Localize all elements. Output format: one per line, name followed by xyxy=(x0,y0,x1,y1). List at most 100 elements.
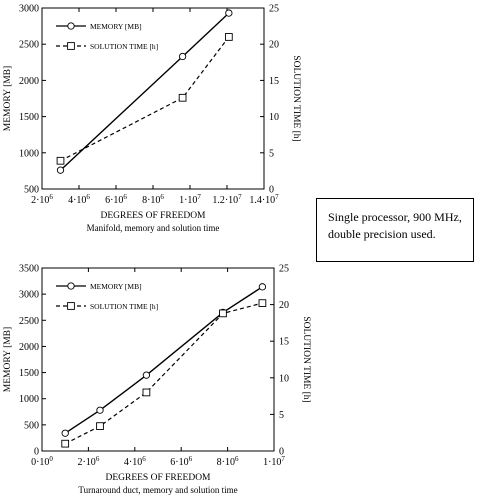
x-tick-times: ·10 xyxy=(268,457,281,468)
x-tick-times: ·10 xyxy=(36,195,49,206)
legend-label: MEMORY [MB] xyxy=(90,22,142,31)
x-tick-label: 2·106 xyxy=(77,455,99,468)
x-tick-exponent: 6 xyxy=(235,455,239,463)
x-tick-times: ·10 xyxy=(129,457,142,468)
x-tick-label: 4·106 xyxy=(68,193,90,206)
y-tick-label: 2000 xyxy=(19,342,39,353)
y2-tick-label: 0 xyxy=(279,447,284,458)
x-tick-mantissa: 8 xyxy=(217,457,222,468)
y-tick-label: 500 xyxy=(24,185,39,196)
x-tick-times: ·10 xyxy=(36,457,49,468)
x-tick-exponent: 7 xyxy=(275,193,279,201)
x-tick-mantissa: 6 xyxy=(105,195,110,206)
y-tick-label: 1500 xyxy=(19,112,39,123)
y-tick-label: 1000 xyxy=(19,394,39,405)
solution-time-data-point xyxy=(96,422,104,430)
x-tick-mantissa: 4 xyxy=(124,457,129,468)
y2-tick-label: 10 xyxy=(269,112,279,123)
y-tick-label: 0 xyxy=(34,447,39,458)
x-tick-label: 1.4·107 xyxy=(249,193,279,206)
x-tick-times: ·10 xyxy=(175,457,188,468)
x-tick-times: ·10 xyxy=(225,195,238,206)
chart-turnaround-duct: 0·100 2·106 4·106 6·106 8·106 1·1070500100015… xyxy=(3,264,311,496)
y2-tick-label: 20 xyxy=(269,40,279,51)
memory-data-point xyxy=(56,166,65,174)
x-tick-label: 1·107 xyxy=(263,455,285,468)
y-tick-label: 1000 xyxy=(19,148,39,159)
x-tick-mantissa: 4 xyxy=(68,195,73,206)
y2-tick-label: 20 xyxy=(279,300,289,311)
x-tick-mantissa: 6 xyxy=(170,457,175,468)
x-tick-label: 2·106 xyxy=(31,193,53,206)
memory-data-point xyxy=(61,429,69,437)
legend-marker-circle xyxy=(67,22,75,30)
y-tick-label: 2000 xyxy=(19,76,39,87)
x-tick-mantissa: 2 xyxy=(31,195,36,206)
note-line-2: double precision used. xyxy=(328,227,436,241)
x-tick-exponent: 7 xyxy=(197,193,201,201)
chart-caption: Manifold, memory and solution time xyxy=(87,223,220,233)
x-tick-label: 8·106 xyxy=(217,455,239,468)
y-tick-label: 3000 xyxy=(19,4,39,15)
y2-tick-label: 5 xyxy=(269,148,274,159)
x-tick-exponent: 6 xyxy=(160,193,164,201)
solution-time-data-point xyxy=(224,33,233,41)
x-tick-times: ·10 xyxy=(222,457,235,468)
legend-marker-square xyxy=(67,302,75,310)
x-tick-label: 6·106 xyxy=(170,455,192,468)
x-tick-mantissa: 0 xyxy=(31,457,36,468)
y2-tick-label: 5 xyxy=(279,410,284,421)
x-tick-mantissa: 2 xyxy=(77,457,82,468)
y-tick-label: 500 xyxy=(24,420,39,431)
x-tick-mantissa: 8 xyxy=(142,195,147,206)
x-tick-exponent: 7 xyxy=(281,455,285,463)
solution-time-data-point xyxy=(178,93,187,102)
x-tick-exponent: 6 xyxy=(142,455,146,463)
x-tick-times: ·10 xyxy=(184,195,197,206)
solution-time-series-line xyxy=(64,302,263,445)
x-tick-times: ·10 xyxy=(82,457,95,468)
y2-tick-label: 25 xyxy=(269,4,279,15)
y2-tick-label: 10 xyxy=(279,373,289,384)
memory-data-point xyxy=(96,406,104,414)
note-line-1: Single processor, 900 MHz, xyxy=(328,210,462,224)
y-axis-label: MEMORY [MB] xyxy=(3,327,13,392)
legend-label: MEMORY [MB] xyxy=(90,282,142,291)
x-tick-exponent: 7 xyxy=(238,193,242,201)
x-tick-times: ·10 xyxy=(147,195,160,206)
x-tick-exponent: 6 xyxy=(96,455,100,463)
x-tick-exponent: 6 xyxy=(86,193,90,201)
x-tick-label: 1.2·107 xyxy=(212,193,242,206)
x-tick-exponent: 6 xyxy=(189,455,193,463)
y-tick-label: 2500 xyxy=(19,316,39,327)
y-tick-label: 3000 xyxy=(19,290,39,301)
x-tick-exponent: 6 xyxy=(49,193,53,201)
legend-label: SOLUTION TIME [h] xyxy=(90,302,158,311)
memory-data-point xyxy=(225,9,233,17)
y-tick-label: 3500 xyxy=(19,264,39,275)
x-tick-exponent: 6 xyxy=(123,193,127,201)
solution-time-data-point xyxy=(219,309,227,318)
x-tick-mantissa: 1 xyxy=(179,195,184,206)
legend-label: SOLUTION TIME [h] xyxy=(90,42,158,51)
solution-time-data-point xyxy=(61,439,70,448)
memory-data-point xyxy=(258,283,267,291)
x-tick-exponent: 0 xyxy=(49,455,53,463)
x-tick-mantissa: 1 xyxy=(263,457,268,468)
solution-time-data-point xyxy=(56,156,65,165)
memory-data-point xyxy=(142,371,151,379)
legend-marker-square xyxy=(67,42,75,50)
memory-series-line xyxy=(60,12,230,171)
solution-time-data-point xyxy=(258,299,267,307)
y-tick-label: 2500 xyxy=(19,40,39,51)
legend-marker-circle xyxy=(67,282,75,290)
y-axis-label: MEMORY [MB] xyxy=(3,66,13,131)
x-tick-times: ·10 xyxy=(262,195,275,206)
x-tick-label: 4·106 xyxy=(124,455,146,468)
solution-time-data-point xyxy=(142,388,151,397)
y2-tick-label: 25 xyxy=(279,264,289,275)
y2-tick-label: 0 xyxy=(269,185,274,196)
x-tick-mantissa: 1.4 xyxy=(249,195,262,206)
x-axis-label: DEGREES OF FREEDOM xyxy=(100,211,206,221)
x-tick-label: 0·100 xyxy=(31,455,53,468)
